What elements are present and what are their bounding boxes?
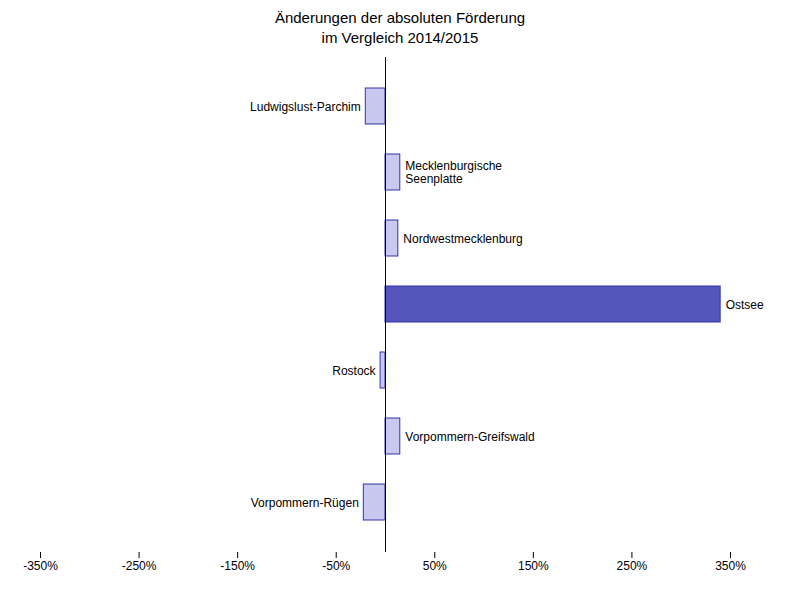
svg-text:50%: 50% <box>423 559 447 573</box>
svg-text:Vorpommern-Greifswald: Vorpommern-Greifswald <box>405 430 534 444</box>
svg-text:-50%: -50% <box>322 559 350 573</box>
html-text:Änderungen der absoluten Förde: Änderungen der absoluten Förderung im Ve… <box>274 9 526 46</box>
svg-text:Ludwigslust-Parchim: Ludwigslust-Parchim <box>250 100 361 114</box>
svg-text:Ostsee: Ostsee <box>726 298 764 312</box>
svg-text:150%: 150% <box>518 559 549 573</box>
svg-text:Nordwestmecklenburg: Nordwestmecklenburg <box>403 232 522 246</box>
svg-text:Vorpommern-Rügen: Vorpommern-Rügen <box>251 496 359 510</box>
svg-text:MecklenburgischeSeenplatte: MecklenburgischeSeenplatte <box>405 159 502 186</box>
svg-text:-350%: -350% <box>23 559 58 573</box>
svg-text:Rostock: Rostock <box>332 364 376 378</box>
svg-text:-250%: -250% <box>122 559 157 573</box>
svg-text:350%: 350% <box>715 559 746 573</box>
svg-text:-150%: -150% <box>220 559 255 573</box>
svg-text:250%: 250% <box>617 559 648 573</box>
